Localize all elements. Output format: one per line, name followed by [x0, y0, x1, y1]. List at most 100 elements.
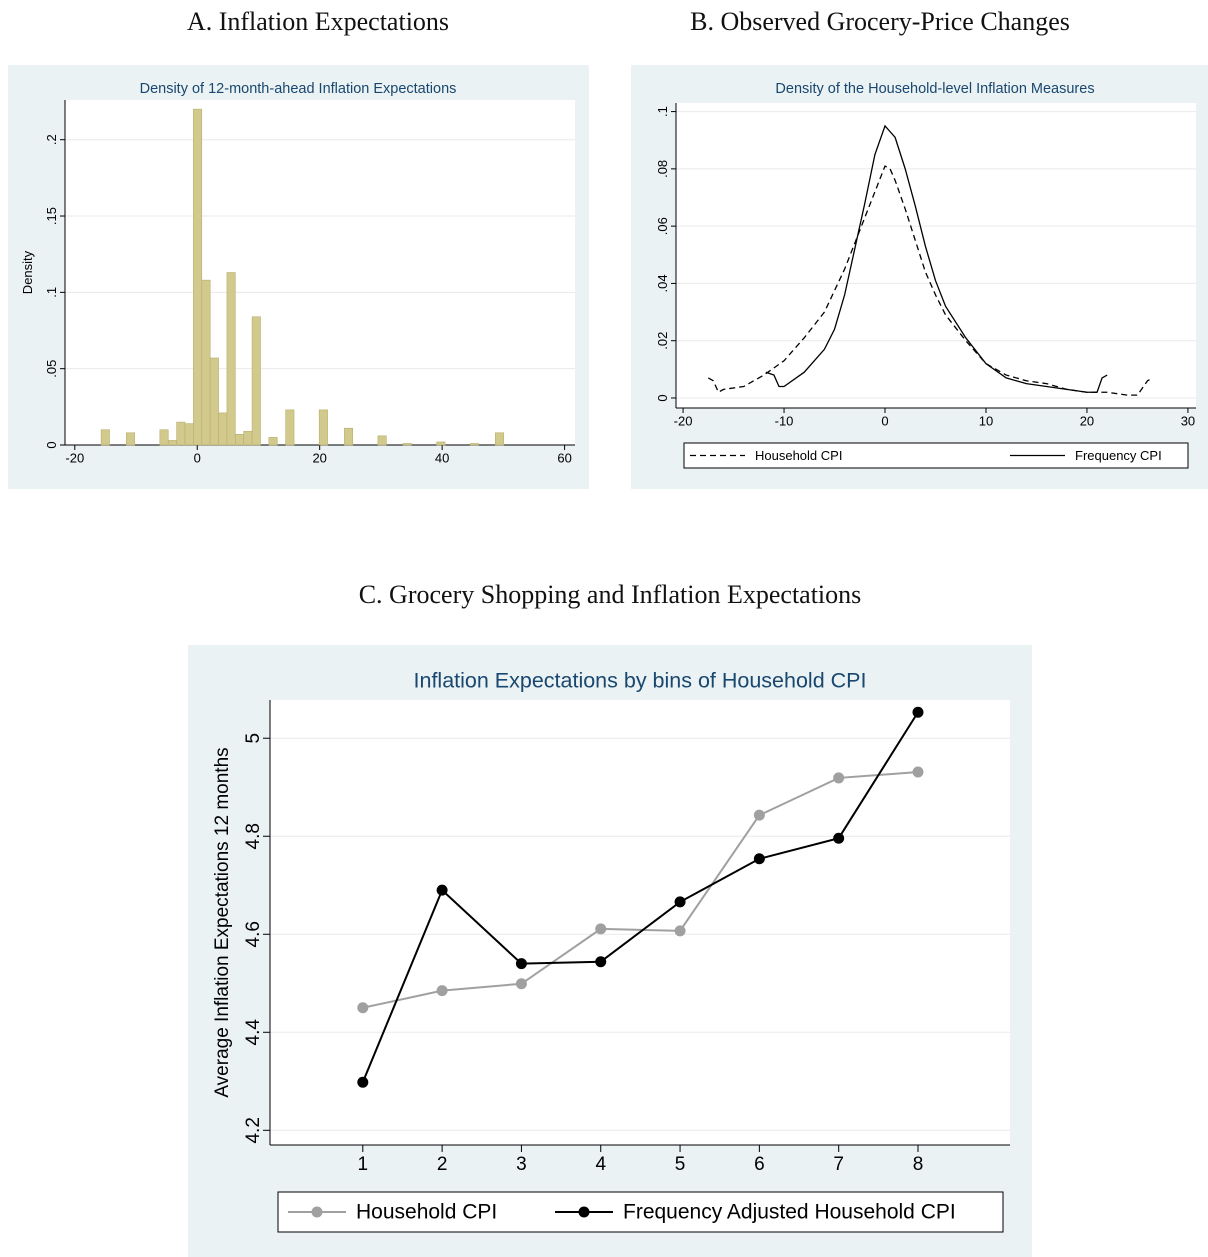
y-tick-label: 4.2	[243, 1117, 264, 1143]
x-tick-label: 3	[516, 1154, 527, 1175]
y-tick-label: 0	[44, 441, 59, 448]
y-tick-label: 5	[243, 733, 264, 744]
series-marker	[912, 766, 924, 778]
series-marker	[674, 925, 686, 937]
x-tick-label: 0	[194, 450, 201, 465]
histogram-bar	[469, 443, 479, 446]
panel-title: C. Grocery Shopping and Inflation Expect…	[359, 580, 862, 609]
histogram-bar	[436, 441, 446, 446]
histogram-bar	[251, 316, 261, 446]
series-marker	[357, 1076, 369, 1088]
legend-marker	[578, 1206, 590, 1218]
y-tick-label: .1	[44, 287, 59, 298]
y-tick-label: .08	[655, 160, 670, 178]
legend-box	[277, 1191, 1004, 1233]
x-tick-label: 20	[1080, 413, 1094, 428]
series-marker	[515, 958, 527, 970]
x-tick-label: 6	[754, 1154, 765, 1175]
y-axis-label: Average Inflation Expectations 12 months	[212, 747, 233, 1097]
series-marker	[357, 1002, 369, 1014]
histogram-bar	[193, 108, 203, 446]
legend-marker	[311, 1206, 323, 1218]
histogram-bar	[402, 443, 412, 446]
histogram-bar	[285, 409, 295, 446]
y-tick-label: .05	[44, 360, 59, 378]
histogram-bar	[159, 429, 169, 446]
series-marker	[833, 832, 845, 844]
x-tick-label: 10	[979, 413, 993, 428]
x-tick-label: -20	[674, 413, 693, 428]
y-tick-label: 4.8	[243, 823, 264, 849]
chart-title: Inflation Expectations by bins of Househ…	[414, 669, 867, 693]
series-marker	[515, 978, 527, 990]
histogram-bar	[495, 432, 505, 446]
histogram-bar	[318, 409, 328, 446]
x-tick-label: 60	[557, 450, 571, 465]
x-tick-label: 8	[913, 1154, 924, 1175]
y-tick-label: 0	[655, 394, 670, 401]
histogram-bar	[184, 423, 194, 446]
chart-title: Density of 12-month-ahead Inflation Expe…	[140, 81, 457, 97]
plot-area	[676, 103, 1196, 408]
panel: C. Grocery Shopping and Inflation Expect…	[188, 580, 1032, 1257]
x-tick-label: 20	[312, 450, 326, 465]
series-marker	[436, 985, 448, 997]
series-marker	[436, 884, 448, 896]
x-tick-label: -20	[65, 450, 84, 465]
histogram-bar	[344, 427, 354, 446]
histogram-bar	[167, 440, 177, 446]
x-tick-label: 4	[595, 1154, 606, 1175]
y-axis-label: Density	[20, 250, 35, 294]
x-tick-label: -10	[775, 413, 794, 428]
y-tick-label: .2	[44, 134, 59, 145]
histogram-bar	[201, 279, 211, 446]
series-line	[361, 711, 919, 1083]
legend-label: Frequency CPI	[1075, 448, 1162, 463]
histogram-bar	[218, 412, 228, 446]
x-tick-label: 0	[881, 413, 888, 428]
legend-label: Household CPI	[356, 1201, 497, 1224]
histogram-bar	[100, 429, 110, 446]
histogram-bar	[268, 437, 278, 446]
y-tick-label: .15	[44, 207, 59, 225]
histogram-bar	[377, 435, 387, 446]
legend-label: Household CPI	[755, 448, 842, 463]
chart-title: Density of the Household-level Inflation…	[775, 81, 1094, 97]
series-marker	[674, 896, 686, 908]
series-marker	[833, 772, 845, 784]
x-tick-label: 30	[1181, 413, 1195, 428]
histogram-bar	[235, 434, 245, 446]
histogram-bar	[226, 272, 236, 446]
y-tick-label: .02	[655, 332, 670, 350]
plot-area	[270, 700, 1010, 1145]
plot-area	[65, 100, 575, 445]
series-line	[362, 771, 919, 1009]
panel-title: A. Inflation Expectations	[187, 7, 449, 36]
histogram-bar	[125, 432, 135, 446]
y-tick-label: .04	[655, 274, 670, 292]
series-marker	[912, 706, 924, 718]
x-tick-label: 5	[675, 1154, 686, 1175]
histogram-bar	[243, 430, 253, 446]
series-line	[765, 124, 1108, 393]
series-marker	[595, 956, 607, 968]
series-marker	[595, 923, 607, 935]
panel-title: B. Observed Grocery-Price Changes	[690, 7, 1070, 36]
panel: B. Observed Grocery-Price Changes Density…	[631, 7, 1208, 489]
histogram-bar	[176, 421, 186, 446]
x-tick-label: 1	[358, 1154, 369, 1175]
panel: A. Inflation Expectations Density of 12-m…	[8, 7, 589, 489]
y-tick-label: .1	[655, 106, 670, 117]
x-tick-label: 2	[437, 1154, 448, 1175]
x-tick-label: 40	[435, 450, 449, 465]
y-tick-label: .06	[655, 217, 670, 235]
y-tick-label: 4.4	[243, 1019, 264, 1046]
y-tick-label: 4.6	[243, 921, 264, 947]
series-marker	[753, 853, 765, 865]
x-tick-label: 7	[833, 1154, 844, 1175]
histogram-bar	[209, 357, 219, 446]
series-marker	[753, 809, 765, 821]
legend-label: Frequency Adjusted Household CPI	[623, 1201, 956, 1224]
